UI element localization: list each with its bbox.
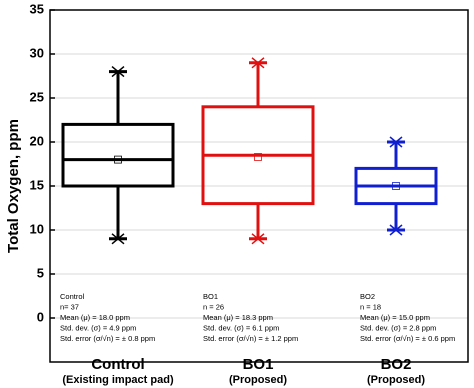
y-tick-label: 5 <box>37 265 44 280</box>
stat-text: Std. dev. (σ) = 4.9 ppm <box>60 323 136 332</box>
box <box>61 122 175 188</box>
stat-text: Mean (μ) = 18.0 ppm <box>60 313 130 322</box>
mean-marker <box>114 155 122 164</box>
extreme-marker <box>251 57 265 69</box>
stat-text: BO1 <box>203 292 218 301</box>
category-label: BO2 <box>381 356 412 373</box>
stat-text: BO2 <box>360 292 375 301</box>
y-tick-label: 20 <box>30 133 44 148</box>
y-tick-label: 0 <box>37 309 44 324</box>
mean-marker <box>254 153 262 161</box>
category-subtitle: (Proposed) <box>229 374 287 386</box>
mean-marker <box>392 182 400 190</box>
stat-text: n = 18 <box>360 302 381 311</box>
stat-text: Mean (μ) = 15.0 ppm <box>360 313 430 322</box>
y-tick-label: 10 <box>30 221 44 236</box>
extreme-marker <box>251 233 265 245</box>
extreme-marker <box>389 136 403 148</box>
stat-text: Std. error (σ/√n) = ± 0.6 ppm <box>360 334 455 343</box>
category-label: BO1 <box>243 356 274 373</box>
y-tick-label: 25 <box>30 89 44 104</box>
extreme-marker <box>389 224 403 236</box>
stat-text: Std. dev. (σ) = 6.1 ppm <box>203 323 279 332</box>
extreme-marker <box>111 233 125 245</box>
stat-text: Control <box>60 292 85 301</box>
stat-text: Std. error (σ/√n) = ± 0.8 ppm <box>60 334 155 343</box>
y-axis-label: Total Oxygen, ppm <box>5 119 22 253</box>
category-label: Control <box>91 356 144 373</box>
stat-text: Mean (μ) = 18.3 ppm <box>203 313 273 322</box>
category-subtitle: (Proposed) <box>367 374 425 386</box>
category-subtitle: (Existing impact pad) <box>62 374 174 386</box>
extreme-marker <box>111 66 125 78</box>
plot-frame <box>49 9 469 363</box>
stat-text: Std. error (σ/√n) = ± 1.2 ppm <box>203 334 298 343</box>
stat-text: n= 37 <box>60 302 79 311</box>
stat-text: Std. dev. (σ) = 2.8 ppm <box>360 323 436 332</box>
y-tick-label: 35 <box>30 1 44 16</box>
stat-text: n = 26 <box>203 302 224 311</box>
y-tick-label: 15 <box>30 177 44 192</box>
y-tick-label: 30 <box>30 45 44 60</box>
